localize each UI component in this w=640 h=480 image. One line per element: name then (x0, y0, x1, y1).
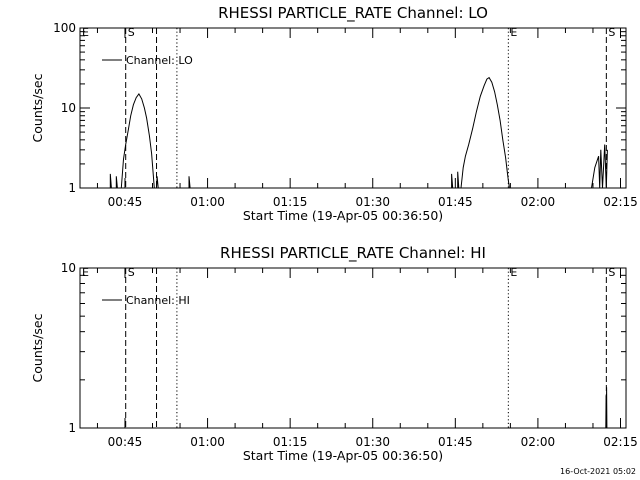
series-line (109, 76, 608, 189)
event-marker-label: E (82, 266, 89, 279)
x-tick-label: 02:15 (603, 435, 638, 449)
legend-label: Channel: HI (126, 294, 190, 307)
panel-lo-channel: RHESSI PARTICLE_RATE Channel: LO 1 10 100 00… (30, 4, 638, 223)
x-tick-label: 00:45 (108, 195, 143, 209)
event-marker-label: E (510, 266, 517, 279)
y-axis-label: Counts/sec (30, 73, 45, 142)
chart-title: RHESSI PARTICLE_RATE Channel: LO (218, 4, 488, 23)
x-tick-label: 01:00 (190, 435, 225, 449)
y-tick-label: 1 (68, 181, 76, 195)
plot-frame (79, 27, 627, 189)
y-tick-label: 100 (53, 21, 76, 35)
x-tick-label: 02:15 (603, 195, 638, 209)
x-tick-label: 01:30 (355, 435, 390, 449)
x-tick-label: 01:15 (273, 195, 308, 209)
event-marker-label: S (128, 266, 135, 279)
footer-timestamp: 16-Oct-2021 05:02 (560, 467, 636, 476)
x-tick-label: 02:00 (521, 435, 556, 449)
x-tick-label: 02:00 (521, 195, 556, 209)
y-tick-label: 1 (68, 421, 76, 435)
y-tick-label: 10 (61, 261, 76, 275)
y-tick-label: 10 (61, 101, 76, 115)
x-tick-label: 01:00 (190, 195, 225, 209)
x-axis-label: Start Time (19-Apr-05 00:36:50) (243, 448, 443, 463)
series-line (605, 387, 608, 429)
chart-title: RHESSI PARTICLE_RATE Channel: HI (220, 244, 486, 263)
x-tick-label: 01:45 (438, 435, 473, 449)
legend-label: Channel: LO (126, 54, 193, 67)
x-tick-label: 01:45 (438, 195, 473, 209)
x-tick-label: 01:15 (273, 435, 308, 449)
y-axis-label: Counts/sec (30, 313, 45, 382)
panel-hi-channel: RHESSI PARTICLE_RATE Channel: HI 1 10 00:45… (30, 244, 638, 463)
event-marker-label: S (608, 26, 615, 39)
event-marker-label: E (82, 26, 89, 39)
x-axis-label: Start Time (19-Apr-05 00:36:50) (243, 208, 443, 223)
event-marker-label: E (510, 26, 517, 39)
event-marker-label: S (608, 266, 615, 279)
x-tick-label: 01:30 (355, 195, 390, 209)
event-marker-label: S (128, 26, 135, 39)
x-tick-label: 00:45 (108, 435, 143, 449)
plot-frame (79, 267, 627, 429)
